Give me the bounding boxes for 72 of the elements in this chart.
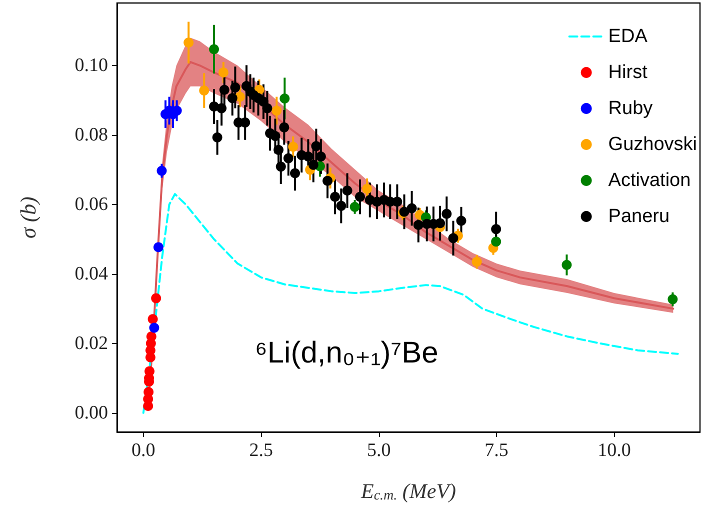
x-tick-label: 2.5 (249, 440, 273, 461)
point (362, 184, 372, 194)
point (288, 142, 298, 152)
point (274, 144, 284, 155)
legend-label: EDA (608, 26, 648, 47)
line-series (142, 193, 679, 414)
x-tick-label: 0.0 (131, 440, 156, 461)
point (240, 117, 250, 128)
point (212, 132, 222, 142)
point (227, 93, 238, 104)
point (209, 44, 220, 54)
point (144, 366, 154, 376)
point (283, 153, 294, 164)
point (219, 84, 230, 95)
legend-label: Ruby (608, 98, 654, 119)
point (330, 192, 340, 202)
x-tick-label: 7.5 (484, 440, 508, 461)
point (448, 233, 458, 244)
legend-label: Hirst (608, 62, 648, 83)
point (491, 236, 502, 247)
point (276, 162, 286, 172)
point (149, 322, 160, 333)
point (406, 203, 417, 214)
legend-label: Paneru (608, 206, 670, 227)
point (491, 224, 502, 234)
y-tick-label: 0.08 (74, 124, 108, 146)
point (456, 216, 466, 226)
point (336, 200, 346, 211)
point (230, 82, 240, 92)
point (216, 103, 227, 114)
point (342, 186, 352, 196)
point (153, 242, 164, 252)
point (156, 166, 167, 176)
point (272, 106, 282, 116)
point (303, 152, 314, 162)
point (146, 331, 156, 342)
legend-label: Guzhovski (608, 134, 697, 155)
point (413, 220, 424, 230)
point (144, 387, 154, 398)
point (562, 260, 572, 270)
y-tick-label: 0.10 (74, 55, 108, 76)
y-tick-label: 0.00 (74, 402, 108, 424)
y-tick-label: 0.04 (74, 263, 108, 284)
point (270, 131, 280, 142)
point (308, 160, 318, 170)
legend-label: Activation (608, 170, 691, 191)
point (435, 218, 446, 228)
point (290, 168, 300, 178)
point (279, 122, 290, 132)
point (199, 86, 210, 96)
point (280, 94, 290, 104)
point (355, 192, 365, 202)
point (350, 202, 360, 212)
y-tick-label: 0.06 (74, 194, 108, 215)
point (262, 103, 272, 114)
point (316, 152, 326, 162)
point (668, 294, 678, 304)
point (218, 67, 228, 78)
x-tick-label: 5.0 (366, 440, 391, 461)
y-tick-label: 0.02 (74, 332, 108, 354)
point (151, 293, 162, 304)
point (311, 141, 322, 152)
point (472, 256, 482, 267)
annotation: ⁶Li(d,n₀₊₁)⁷Be (255, 336, 438, 370)
point (184, 38, 194, 48)
x-tick-label: 10.0 (598, 440, 631, 461)
point (442, 208, 452, 219)
x-axis-title: Ec.m. (MeV) (360, 479, 456, 504)
point (392, 196, 402, 207)
y-axis-title: σ (b) (16, 196, 40, 239)
point (148, 314, 158, 324)
point (322, 176, 332, 186)
